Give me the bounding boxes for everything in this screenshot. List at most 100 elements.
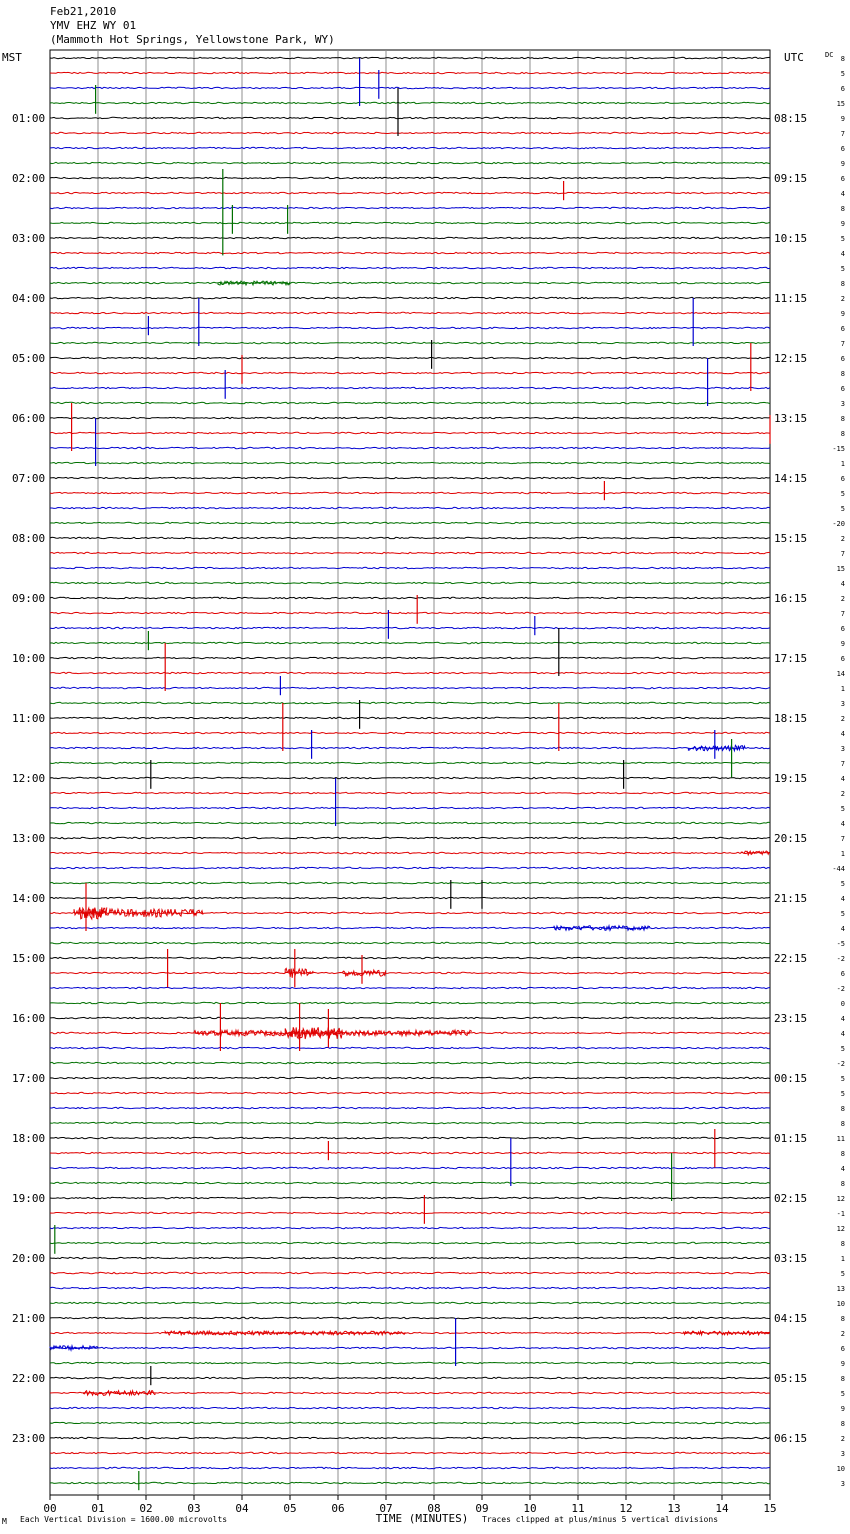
plot-frame	[49, 49, 771, 1496]
dc-offset-label: 3	[841, 400, 845, 408]
dc-offset-label: 4	[841, 580, 845, 588]
utc-hour-label: 23:15	[774, 1012, 807, 1025]
dc-offset-label: 1	[841, 460, 845, 468]
seismic-trace	[49, 1346, 771, 1350]
dc-offset-label: 8	[841, 1150, 845, 1158]
dc-offset-label: 6	[841, 655, 845, 663]
seismic-trace	[49, 566, 771, 570]
dc-offset-label: 4	[841, 925, 845, 933]
date-label: Feb21,2010	[50, 5, 117, 18]
dc-offset-label: -2	[837, 955, 845, 963]
dc-offset-label: 9	[841, 1405, 845, 1413]
utc-hour-label: 17:15	[774, 652, 807, 665]
seismic-trace	[49, 56, 771, 60]
station-label: YMV EHZ WY 01	[50, 19, 137, 32]
seismic-trace	[49, 446, 771, 450]
seismic-trace	[49, 71, 771, 75]
seismic-trace	[49, 1421, 771, 1425]
mst-hour-label: 09:00	[12, 592, 45, 605]
utc-hour-label: 20:15	[774, 832, 807, 845]
x-tick-label: 12	[619, 1502, 632, 1515]
seismic-trace	[49, 1196, 771, 1200]
utc-hour-label: 19:15	[774, 772, 807, 785]
dc-offset-label: 8	[841, 1420, 845, 1428]
dc-offset-label: 12	[837, 1225, 845, 1233]
x-tick-label: 07	[379, 1502, 392, 1515]
dc-offset-label: 10	[837, 1465, 845, 1473]
dc-offset-label: 6	[841, 475, 845, 483]
dc-offset-label: 7	[841, 760, 845, 768]
mst-hour-label: 08:00	[12, 532, 45, 545]
seismic-trace	[49, 1151, 771, 1155]
mst-hour-label: 21:00	[12, 1312, 45, 1325]
seismic-trace	[49, 851, 771, 855]
dc-offset-label: 4	[841, 1015, 845, 1023]
mst-hour-label: 17:00	[12, 1072, 45, 1085]
seismic-trace	[49, 941, 771, 945]
dc-offset-label: 2	[841, 1330, 845, 1338]
utc-hour-label: 05:15	[774, 1372, 807, 1385]
seismic-trace	[49, 101, 771, 105]
right-axis-title: UTC	[784, 51, 804, 64]
mst-hour-label: 07:00	[12, 472, 45, 485]
seismic-trace	[49, 1316, 771, 1320]
mst-hour-label: 15:00	[12, 952, 45, 965]
seismic-trace	[49, 236, 771, 240]
utc-hour-label: 09:15	[774, 172, 807, 185]
dc-offset-label: 8	[841, 1105, 845, 1113]
seismic-trace	[49, 191, 770, 195]
seismic-trace	[49, 971, 771, 975]
dc-offset-label: 5	[841, 880, 845, 888]
noise-burst	[683, 1329, 771, 1337]
dc-offset-label: 5	[841, 910, 845, 918]
mst-hour-label: 14:00	[12, 892, 45, 905]
left-axis-title: MST	[2, 51, 22, 64]
seismic-trace	[49, 671, 771, 675]
seismic-trace	[49, 551, 771, 555]
seismic-trace	[49, 821, 771, 825]
seismic-trace	[49, 416, 771, 420]
seismic-trace	[49, 131, 771, 135]
seismic-trace	[50, 1106, 771, 1110]
seismic-trace	[49, 761, 771, 765]
seismic-trace	[49, 956, 771, 960]
seismic-trace	[49, 1331, 771, 1335]
utc-hour-label: 16:15	[774, 592, 807, 605]
noise-burst	[164, 1329, 406, 1337]
noise-burst	[553, 923, 651, 932]
dc-offset-label: 7	[841, 835, 845, 843]
x-axis-title: TIME (MINUTES)	[376, 1512, 469, 1525]
x-tick-label: 00	[43, 1502, 56, 1515]
dc-offset-label: 10	[837, 1300, 845, 1308]
dc-offset-label: 13	[837, 1285, 845, 1293]
mst-hour-label: 06:00	[12, 412, 45, 425]
seismic-trace	[49, 476, 771, 480]
dc-offset-label: 6	[841, 1345, 845, 1353]
dc-offset-label: 8	[841, 1375, 845, 1383]
x-tick-label: 11	[571, 1502, 584, 1515]
dc-offset-label: 6	[841, 355, 845, 363]
dc-offset-label: 11	[837, 1135, 845, 1143]
dc-offset-label: 14	[837, 670, 845, 678]
dc-offset-label: 8	[841, 1240, 845, 1248]
dc-offset-label: 2	[841, 715, 845, 723]
seismic-trace	[49, 266, 771, 270]
dc-offset-label: 4	[841, 1030, 845, 1038]
x-tick-label: 15	[763, 1502, 776, 1515]
dc-offset-label: 2	[841, 295, 845, 303]
dc-offset-label: 3	[841, 745, 845, 753]
dc-offset-label: 3	[841, 1480, 845, 1488]
seismic-trace	[49, 986, 771, 990]
seismic-trace	[49, 1031, 771, 1035]
seismic-trace	[49, 746, 771, 750]
seismic-trace	[49, 1076, 771, 1080]
seismic-trace	[49, 431, 771, 435]
dc-offset-label: 5	[841, 1045, 845, 1053]
seismic-trace	[49, 1361, 771, 1365]
dc-offset-label: 8	[841, 280, 845, 288]
utc-hour-label: 11:15	[774, 292, 807, 305]
seismic-trace	[49, 356, 771, 360]
mst-hour-label: 22:00	[12, 1372, 45, 1385]
x-tick-label: 06	[331, 1502, 344, 1515]
seismic-trace	[49, 371, 771, 375]
